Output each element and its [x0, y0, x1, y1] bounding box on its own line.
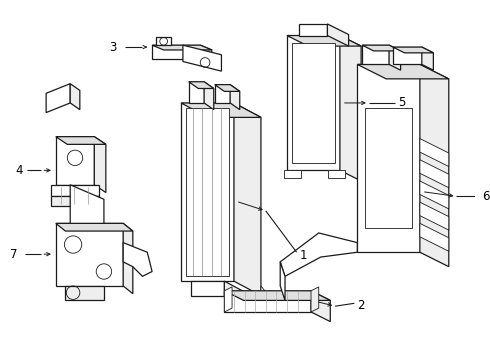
Polygon shape — [215, 85, 240, 91]
Polygon shape — [224, 291, 330, 300]
Polygon shape — [311, 291, 330, 321]
Polygon shape — [420, 64, 449, 267]
Polygon shape — [284, 170, 301, 178]
Polygon shape — [181, 103, 261, 117]
Polygon shape — [287, 36, 340, 170]
Polygon shape — [292, 43, 335, 163]
Polygon shape — [56, 223, 133, 231]
Text: 6: 6 — [483, 190, 490, 203]
Polygon shape — [152, 45, 212, 50]
Polygon shape — [189, 82, 204, 103]
Polygon shape — [152, 45, 200, 59]
Polygon shape — [224, 287, 232, 312]
Polygon shape — [422, 47, 433, 70]
Polygon shape — [56, 137, 106, 144]
Polygon shape — [230, 85, 240, 110]
Text: 3: 3 — [109, 41, 116, 54]
Polygon shape — [328, 170, 345, 178]
Polygon shape — [393, 47, 433, 53]
Polygon shape — [204, 82, 214, 110]
Polygon shape — [280, 233, 357, 276]
Polygon shape — [298, 24, 327, 36]
Polygon shape — [362, 45, 401, 51]
Polygon shape — [287, 36, 361, 46]
Polygon shape — [181, 103, 234, 281]
Polygon shape — [46, 84, 70, 113]
Polygon shape — [56, 137, 94, 185]
Text: 5: 5 — [398, 96, 405, 109]
Polygon shape — [123, 223, 133, 294]
Polygon shape — [420, 160, 449, 188]
Polygon shape — [234, 103, 261, 296]
Polygon shape — [51, 185, 99, 196]
Polygon shape — [51, 196, 99, 206]
Polygon shape — [56, 223, 123, 286]
Polygon shape — [362, 45, 389, 64]
Polygon shape — [70, 84, 80, 110]
Polygon shape — [186, 108, 229, 276]
Polygon shape — [357, 64, 420, 252]
Polygon shape — [389, 45, 401, 70]
Polygon shape — [123, 243, 152, 276]
Polygon shape — [224, 291, 311, 312]
Polygon shape — [420, 223, 449, 251]
Text: 1: 1 — [299, 249, 307, 262]
Polygon shape — [393, 47, 422, 64]
Polygon shape — [70, 185, 104, 223]
Polygon shape — [224, 281, 251, 310]
Polygon shape — [340, 36, 361, 181]
Polygon shape — [261, 286, 272, 307]
Polygon shape — [420, 139, 449, 167]
Polygon shape — [215, 85, 230, 103]
Polygon shape — [365, 108, 412, 228]
Polygon shape — [183, 45, 221, 71]
Polygon shape — [65, 286, 104, 300]
Text: 2: 2 — [357, 299, 365, 312]
Text: 4: 4 — [15, 164, 23, 177]
Polygon shape — [420, 202, 449, 230]
Polygon shape — [280, 262, 285, 300]
Polygon shape — [156, 37, 171, 45]
Text: 7: 7 — [9, 248, 17, 261]
Polygon shape — [94, 137, 106, 193]
Polygon shape — [189, 82, 214, 89]
Polygon shape — [191, 281, 224, 296]
Polygon shape — [420, 181, 449, 209]
Polygon shape — [200, 45, 212, 63]
Polygon shape — [327, 24, 348, 46]
Polygon shape — [311, 287, 318, 312]
Polygon shape — [357, 64, 449, 79]
